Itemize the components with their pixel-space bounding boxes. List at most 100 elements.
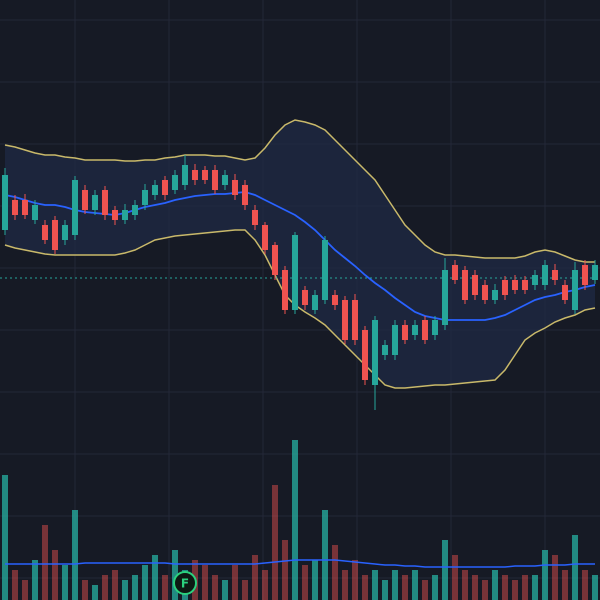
volume-bar xyxy=(22,580,28,600)
candle-body xyxy=(542,265,548,285)
candle-body xyxy=(112,210,118,220)
candle-body xyxy=(392,325,398,355)
volume-bar xyxy=(482,580,488,600)
volume-bar xyxy=(432,575,438,600)
candle-body xyxy=(212,170,218,190)
candle-body xyxy=(132,205,138,215)
candle-body xyxy=(382,345,388,355)
volume-bar xyxy=(112,570,118,600)
candle-body xyxy=(32,205,38,220)
candle-body xyxy=(462,270,468,300)
volume-bar xyxy=(322,510,328,600)
volume-bar xyxy=(342,570,348,600)
candle-body xyxy=(582,265,588,285)
candle-body xyxy=(412,325,418,335)
volume-bar xyxy=(202,565,208,600)
candle-body xyxy=(442,270,448,325)
volume-bar xyxy=(522,575,528,600)
candle-body xyxy=(62,225,68,240)
volume-bar xyxy=(532,575,538,600)
candle-body xyxy=(592,265,598,280)
volume-bar xyxy=(142,565,148,600)
candle-body xyxy=(42,225,48,240)
volume-bar xyxy=(132,575,138,600)
candle-body xyxy=(352,300,358,340)
candle-body xyxy=(122,210,128,220)
candle-body xyxy=(362,330,368,380)
candle-body xyxy=(152,185,158,195)
candle-body xyxy=(232,180,238,195)
volume-bar xyxy=(452,555,458,600)
candle-body xyxy=(562,285,568,300)
volume-bar xyxy=(492,570,498,600)
candle-body xyxy=(82,190,88,210)
volume-bar xyxy=(222,580,228,600)
volume-bar xyxy=(592,575,598,600)
candle-body xyxy=(222,175,228,185)
candle-body xyxy=(372,320,378,385)
volume-bar xyxy=(412,570,418,600)
candle-body xyxy=(22,200,28,215)
candle-body xyxy=(292,235,298,310)
volume-bar xyxy=(92,585,98,600)
volume-bar xyxy=(392,570,398,600)
volume-bar xyxy=(442,540,448,600)
event-marker-label: F xyxy=(181,577,189,591)
volume-bar xyxy=(562,570,568,600)
volume-bar xyxy=(332,545,338,600)
volume-bar xyxy=(312,560,318,600)
volume-bar xyxy=(402,575,408,600)
volume-bar xyxy=(102,575,108,600)
volume-bar xyxy=(82,580,88,600)
candle-body xyxy=(172,175,178,190)
volume-bar xyxy=(362,575,368,600)
candle-body xyxy=(262,225,268,250)
candle-body xyxy=(102,190,108,215)
volume-bar xyxy=(372,570,378,600)
volume-bar xyxy=(12,570,18,600)
volume-bar xyxy=(122,580,128,600)
volume-bar xyxy=(502,575,508,600)
volume-bar xyxy=(42,525,48,600)
candle-body xyxy=(202,170,208,180)
volume-bar xyxy=(512,580,518,600)
candle-body xyxy=(572,270,578,310)
candle-body xyxy=(472,275,478,295)
volume-bar xyxy=(552,555,558,600)
volume-ma-line xyxy=(5,559,595,568)
volume-bar xyxy=(232,565,238,600)
volume-bar xyxy=(52,550,58,600)
volume-bar xyxy=(2,475,8,600)
candle-body xyxy=(52,220,58,250)
candle-body xyxy=(242,185,248,205)
candle-body xyxy=(92,195,98,210)
candle-body xyxy=(432,320,438,335)
candle-body xyxy=(12,200,18,215)
volume-bar xyxy=(572,535,578,600)
volume-bar xyxy=(72,510,78,600)
volume-bar xyxy=(32,560,38,600)
candle-body xyxy=(302,290,308,305)
volume-bar xyxy=(282,540,288,600)
volume-bar xyxy=(302,565,308,600)
candle-body xyxy=(2,175,8,230)
event-marker[interactable] xyxy=(173,571,197,595)
candle-body xyxy=(272,245,278,275)
volume-bar xyxy=(62,565,68,600)
candle-body xyxy=(312,295,318,310)
volume-bar xyxy=(242,580,248,600)
candle-body xyxy=(142,190,148,205)
candle-body xyxy=(452,265,458,280)
volume-bar xyxy=(422,580,428,600)
volume-bar xyxy=(252,555,258,600)
candle-body xyxy=(552,270,558,280)
candle-body xyxy=(492,290,498,300)
volume-bar xyxy=(542,550,548,600)
volume-bar xyxy=(382,580,388,600)
candle-body xyxy=(422,320,428,340)
volume-bar xyxy=(172,550,178,600)
volume-bar xyxy=(352,560,358,600)
candle-body xyxy=(162,180,168,195)
